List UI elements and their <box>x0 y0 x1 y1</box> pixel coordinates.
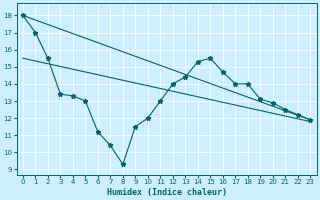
X-axis label: Humidex (Indice chaleur): Humidex (Indice chaleur) <box>107 188 227 197</box>
